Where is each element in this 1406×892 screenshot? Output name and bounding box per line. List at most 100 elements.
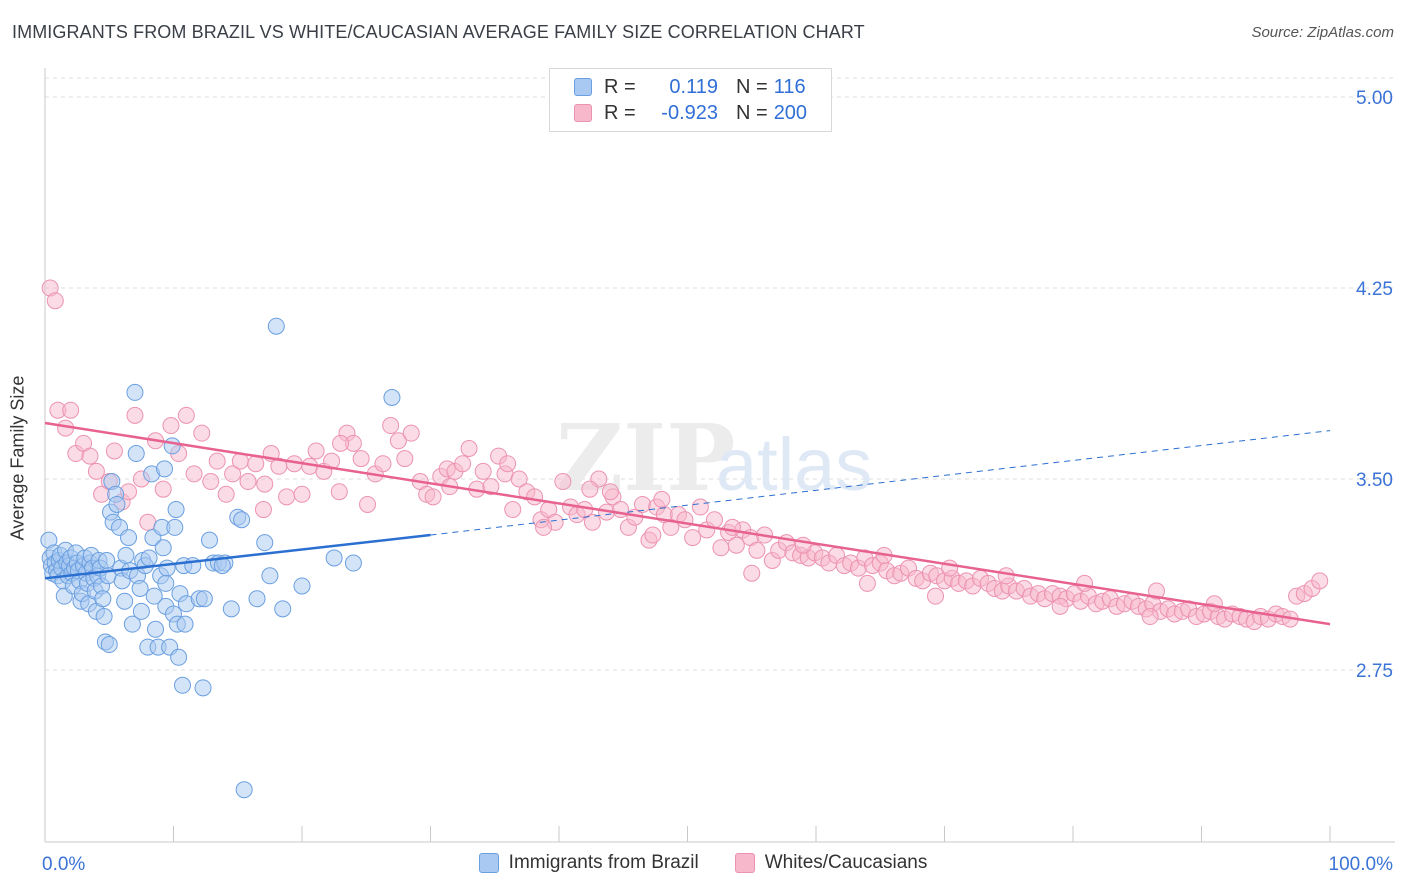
tick-labels: 2.75 3.50 4.25 5.00 0.0% 100.0% [42,88,1393,875]
point-whites [583,513,601,531]
point-brazil [94,590,112,608]
point-brazil [195,590,213,608]
x-tick-label-min: 0.0% [42,854,85,875]
point-whites [254,501,272,519]
trend-line-brazil [44,533,431,580]
point-brazil [116,592,134,610]
point-whites [62,401,80,419]
point-brazil [158,559,176,577]
y-tick-label: 3.50 [1356,470,1393,491]
point-whites [1311,572,1329,590]
n-value: 116 [773,75,806,98]
point-whites [1051,597,1069,615]
point-whites [389,432,407,450]
point-brazil [167,501,185,519]
point-whites [601,483,619,501]
point-whites [424,488,442,506]
stats-legend: R = 0.119 N = 116 R = -0.923 N = 200 [549,68,832,132]
point-whites [247,455,265,473]
n-label: N = [736,75,768,98]
point-whites [454,455,472,473]
point-whites [510,470,528,488]
y-tick-label: 5.00 [1356,88,1393,109]
legend-label-brazil: Immigrants from Brazil [508,852,699,873]
point-whites [1076,574,1094,592]
point-brazil [200,531,218,549]
n-label: N = [736,101,768,124]
point-brazil [154,539,172,557]
grid [45,77,1395,671]
trend-lines [44,421,1331,626]
point-whites [554,473,572,491]
point-brazil [248,590,266,608]
point-whites [330,483,348,501]
point-brazil [100,636,118,654]
point-whites [332,434,350,452]
source-credit: Source: ZipAtlas.com [1251,24,1394,41]
point-whites [185,465,203,483]
point-brazil [166,518,184,536]
point-whites [323,452,341,470]
legend-row-whites: R = -0.923 N = 200 [574,101,807,125]
point-whites [307,442,325,460]
legend-row-brazil: R = 0.119 N = 116 [574,75,806,99]
r-label: R = [604,101,636,124]
point-whites [46,292,64,310]
legend-swatch-whites [734,853,755,873]
point-brazil [156,460,174,478]
trend-line-whites [44,421,1331,626]
legend-item-whites[interactable]: Whites/Caucasians [734,852,928,874]
point-whites [126,406,144,424]
point-whites [154,480,172,498]
point-whites [748,541,766,559]
point-brazil [235,781,253,799]
point-brazil [126,383,144,401]
point-whites [482,478,500,496]
point-whites [177,406,195,424]
legend-label-whites: Whites/Caucasians [764,852,928,873]
legend-swatch-brazil [478,853,499,873]
point-brazil [120,529,138,547]
chart-title: IMMIGRANTS FROM BRAZIL VS WHITE/CAUCASIA… [12,22,865,42]
point-brazil [163,437,181,455]
point-brazil [170,648,188,666]
y-axis-label: Average Family Size [7,375,28,541]
point-brazil [267,317,285,335]
series-legend: Immigrants from Brazil Whites/Caucasians [0,852,1406,874]
y-tick-label: 4.25 [1356,279,1393,300]
point-brazil [261,567,279,585]
point-whites [727,536,745,554]
legend-item-brazil[interactable]: Immigrants from Brazil [478,852,699,874]
point-brazil [274,600,292,618]
point-whites [1148,582,1166,600]
point-brazil [194,679,212,697]
point-whites [684,529,702,547]
point-brazil [95,608,113,626]
r-value: -0.923 [661,101,718,124]
point-whites [662,518,680,536]
point-brazil [256,534,274,552]
point-whites [927,587,945,605]
point-brazil [176,615,194,633]
point-whites [460,439,478,457]
point-whites [535,518,553,536]
point-whites [644,526,662,544]
point-whites [691,498,709,516]
watermark-atlas: atlas [716,423,872,506]
point-whites [676,511,694,529]
point-brazil [108,495,126,513]
point-brazil [117,546,135,564]
point-brazil [222,600,240,618]
y-tick-label: 2.75 [1356,661,1393,682]
point-whites [202,473,220,491]
point-whites [256,475,274,493]
point-whites [382,417,400,435]
point-whites [997,567,1015,585]
point-brazil [293,577,311,595]
trend-line-brazil-extrapolated [430,430,1331,536]
point-whites [162,417,180,435]
point-brazil [344,554,362,572]
point-whites [526,488,544,506]
point-whites [193,424,211,442]
point-whites [352,450,370,468]
